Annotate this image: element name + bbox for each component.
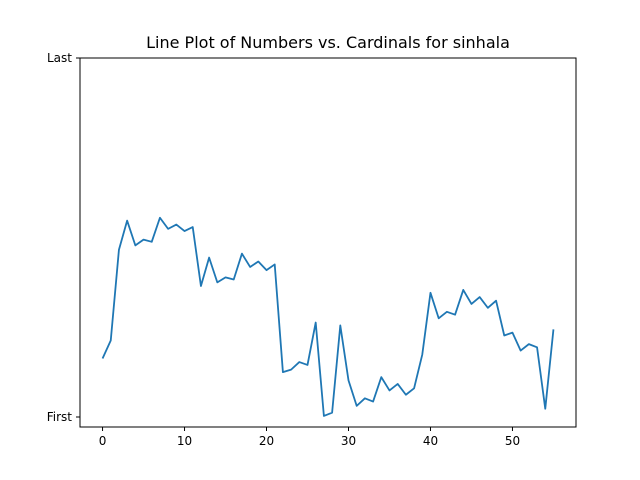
y-tick-label: Last [47, 51, 72, 65]
plot-area [101, 216, 555, 417]
x-axis: 0 10 20 30 40 50 [99, 427, 520, 448]
series-line [101, 216, 555, 417]
plot-frame [79, 57, 577, 428]
x-tick-label: 0 [99, 434, 107, 448]
y-axis: First Last [47, 51, 80, 424]
x-tick-label: 30 [341, 434, 356, 448]
x-tick-label: 10 [177, 434, 192, 448]
x-tick-label: 20 [259, 434, 274, 448]
x-tick-label: 40 [423, 434, 438, 448]
y-tick-label: First [47, 410, 73, 424]
chart-title: Line Plot of Numbers vs. Cardinals for s… [146, 33, 510, 52]
x-tick-label: 50 [505, 434, 520, 448]
